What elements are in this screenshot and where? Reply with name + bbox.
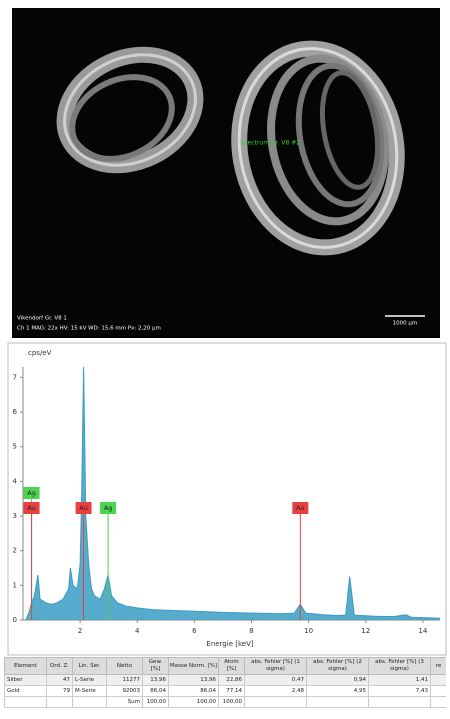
table-cell: 4,95	[306, 685, 369, 697]
table-cell: 100,00	[168, 696, 219, 708]
table-cell: 0,94	[306, 674, 369, 686]
peak-label: Ag	[27, 489, 36, 497]
table-cell: 100,00	[142, 696, 169, 708]
scale-label: 1000 µm	[393, 321, 418, 327]
table-cell: abs. Fehler [%] (3 sigma)	[368, 657, 431, 675]
table-cell	[430, 696, 446, 708]
peak-box	[75, 502, 92, 514]
table-cell: abs. Fehler [%] (2 sigma)	[306, 657, 369, 675]
peak-box	[23, 487, 40, 499]
y-tick-label: 4	[13, 477, 18, 485]
spectrum-line	[25, 366, 441, 621]
table-cell	[368, 696, 431, 708]
x-tick-label: 12	[361, 627, 370, 635]
peak-label: Au	[27, 504, 36, 512]
table-cell: 11277	[106, 674, 143, 686]
x-tick-label: 14	[418, 627, 427, 635]
y-tick-label: 2	[13, 547, 17, 555]
figure: Spectrum Gr. V8 #2 Vikendorf Gr. V8 1 Ch…	[7, 8, 447, 656]
table-cell	[72, 696, 107, 708]
sem-rings	[56, 40, 405, 256]
sem-settings: Ch 1 MAG: 22x HV: 15 kV WD: 15,6 mm Px: …	[17, 326, 161, 332]
table-cell: 100,00	[218, 696, 245, 708]
table-cell: M-Serie	[72, 685, 107, 697]
spectrum-fill	[25, 367, 440, 620]
y-tick-label: 0	[13, 616, 17, 624]
table-cell: 13,96	[142, 674, 169, 686]
table-cell: Ord. Z.	[46, 657, 73, 675]
sem-label: Spectrum Gr. V8 #2	[240, 140, 300, 147]
table-cell	[306, 696, 369, 708]
sem-image	[12, 8, 440, 338]
result-table: Element Ord. Z. Lin. Ser. Netto Gew. [%] Mass…	[4, 657, 446, 708]
peak-box	[100, 502, 117, 514]
table-cell	[430, 674, 446, 686]
sem-caption: Vikendorf Gr. V8 1	[17, 316, 67, 322]
table: Element Ord. Z. Lin. Ser. Netto Gew. [%] Mass…	[4, 657, 446, 708]
table-cell: re	[430, 657, 446, 675]
y-tick-label: 6	[13, 408, 18, 416]
table-cell: 77,14	[218, 685, 245, 697]
table-cell: 92003	[106, 685, 143, 697]
table-cell: L-Serie	[72, 674, 107, 686]
x-tick-label: 2	[78, 627, 82, 635]
peak-label: Au	[296, 504, 305, 512]
peak-box	[292, 502, 309, 514]
table-cell: 2,48	[244, 685, 307, 697]
table-cell	[4, 696, 47, 708]
peak-label: Au	[79, 504, 88, 512]
table-cell: Gew. [%]	[142, 657, 169, 675]
table-cell: 13,96	[168, 674, 219, 686]
table-cell: 47	[46, 674, 73, 686]
table-cell	[430, 685, 446, 697]
table-cell	[244, 696, 307, 708]
table-cell: Element	[4, 657, 47, 675]
y-tick-label: 7	[13, 373, 17, 381]
x-tick-label: 8	[249, 627, 253, 635]
y-tick-label: 3	[13, 512, 17, 520]
peak-label: Ag	[104, 504, 113, 512]
table-cell: Masse Norm. [%]	[168, 657, 219, 675]
table-cell: 1,41	[368, 674, 431, 686]
table-cell: 86,04	[142, 685, 169, 697]
table-cell: 79	[46, 685, 73, 697]
y-tick-label: 5	[13, 443, 17, 451]
table-cell: Netto	[106, 657, 143, 675]
table-cell: 0,47	[244, 674, 307, 686]
peak-box	[23, 502, 40, 514]
table-cell: abs. Fehler [%] (1 sigma)	[244, 657, 307, 675]
x-tick-label: 6	[192, 627, 197, 635]
x-tick-label: 4	[135, 627, 140, 635]
table-cell: Lin. Ser.	[72, 657, 107, 675]
x-tick-label: 10	[304, 627, 313, 635]
table-cell: 86,04	[168, 685, 219, 697]
table-cell: Sum	[106, 696, 143, 708]
y-axis-label: cps/eV	[28, 349, 52, 357]
x-axis-label: Energie [keV]	[206, 640, 253, 648]
y-tick-label: 1	[13, 581, 17, 589]
table-cell: 22,86	[218, 674, 245, 686]
table-cell: 7,43	[368, 685, 431, 697]
table-cell: Gold	[4, 685, 47, 697]
table-cell: Silber	[4, 674, 47, 686]
table-cell	[46, 696, 73, 708]
table-cell: Atom [%]	[218, 657, 245, 675]
